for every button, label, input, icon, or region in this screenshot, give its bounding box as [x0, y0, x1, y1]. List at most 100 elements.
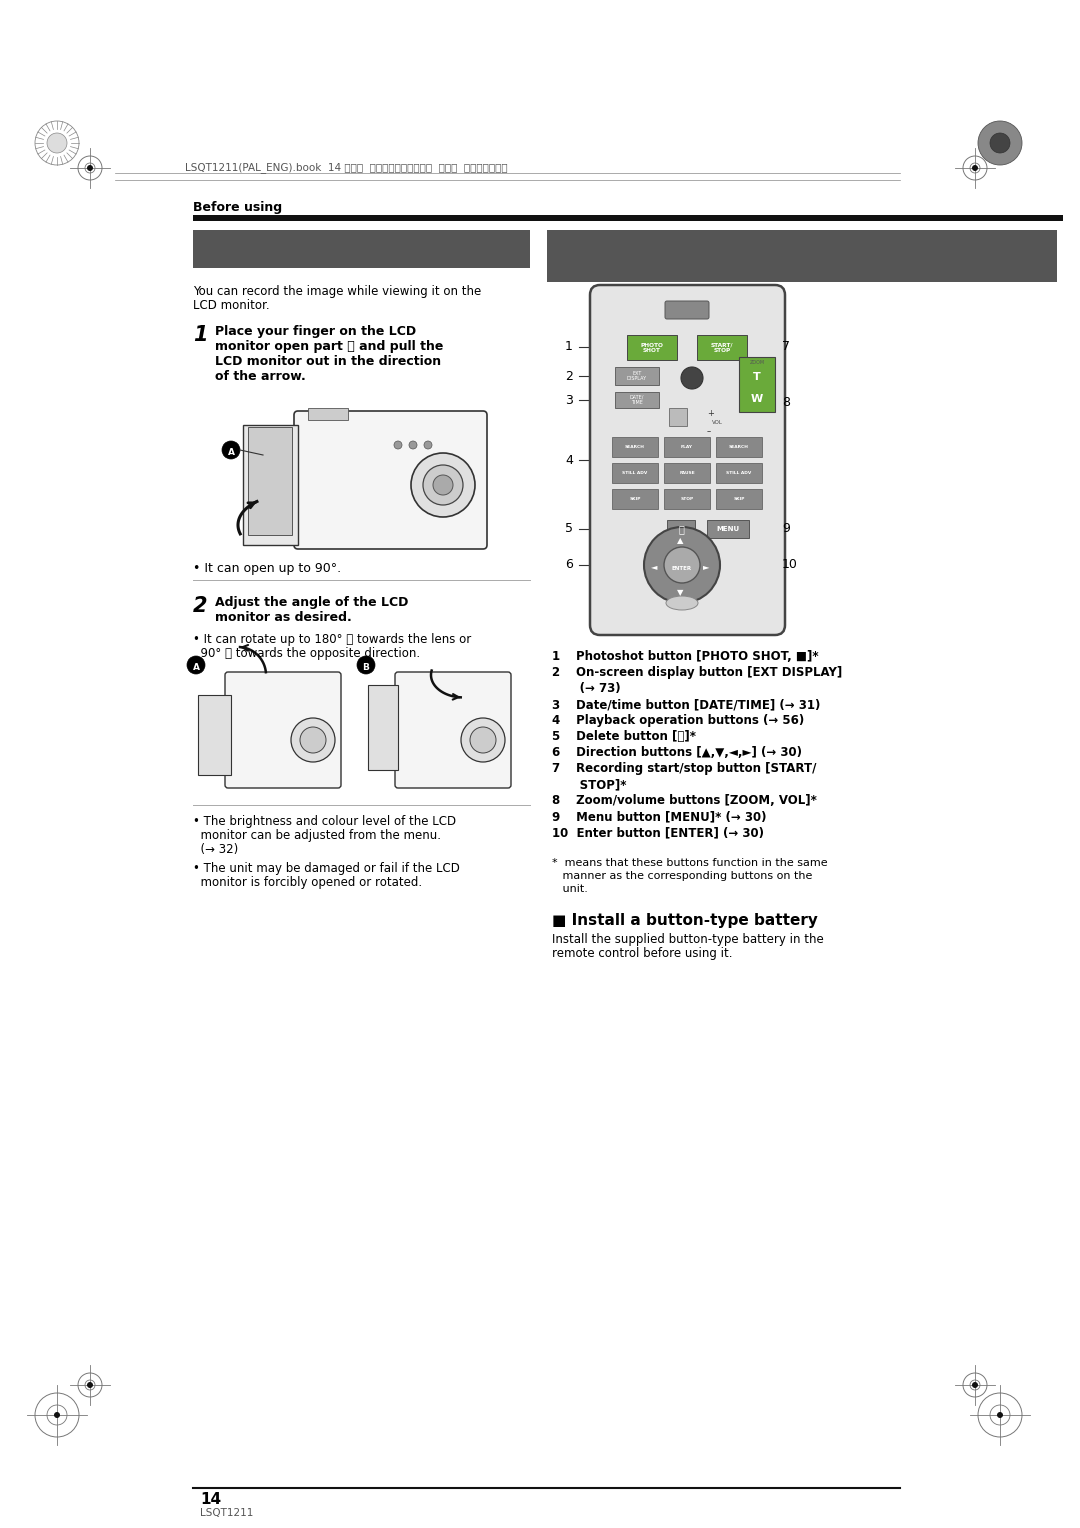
Polygon shape — [198, 695, 231, 775]
Text: 6  Direction buttons [▲,▼,◄,►] (→ 30): 6 Direction buttons [▲,▼,◄,►] (→ 30) — [552, 746, 802, 759]
Text: PHOTO
SHOT: PHOTO SHOT — [640, 342, 663, 353]
Text: 7  Recording start/stop button [START/: 7 Recording start/stop button [START/ — [552, 762, 816, 775]
Text: • It can rotate up to 180° Ⓐ towards the lens or: • It can rotate up to 180° Ⓐ towards the… — [193, 633, 471, 646]
Circle shape — [291, 718, 335, 762]
Circle shape — [423, 465, 463, 504]
Text: SEARCH: SEARCH — [625, 445, 645, 449]
Text: 10  Enter button [ENTER] (→ 30): 10 Enter button [ENTER] (→ 30) — [552, 827, 764, 839]
Text: LCD monitor out in the direction: LCD monitor out in the direction — [215, 354, 441, 368]
Text: monitor is forcibly opened or rotated.: monitor is forcibly opened or rotated. — [193, 876, 422, 889]
Bar — [612, 463, 658, 483]
Text: 3: 3 — [565, 394, 572, 406]
Text: 1: 1 — [565, 341, 572, 353]
Text: remote control before using it.: remote control before using it. — [552, 947, 732, 960]
Circle shape — [433, 475, 453, 495]
Bar — [669, 408, 687, 426]
Text: 4: 4 — [565, 454, 572, 466]
Text: monitor open part Ⓐ and pull the: monitor open part Ⓐ and pull the — [215, 341, 444, 353]
Bar — [739, 358, 775, 413]
Text: 1: 1 — [193, 325, 207, 345]
Text: STOP]*: STOP]* — [552, 778, 626, 792]
Text: +: + — [707, 408, 714, 417]
Text: unit.: unit. — [552, 885, 588, 894]
Circle shape — [187, 656, 205, 674]
Text: 3  Date/time button [DATE/TIME] (→ 31): 3 Date/time button [DATE/TIME] (→ 31) — [552, 698, 821, 711]
Text: SKIP: SKIP — [733, 497, 745, 501]
Text: START/
STOP: START/ STOP — [711, 342, 733, 353]
Text: 90° Ⓑ towards the opposite direction.: 90° Ⓑ towards the opposite direction. — [193, 646, 420, 660]
Text: 2: 2 — [193, 596, 207, 616]
Circle shape — [990, 133, 1010, 153]
Text: LSQT1211(PAL_ENG).book  14 ページ  ２００７年２月１３日  火曜日  午後１時１４分: LSQT1211(PAL_ENG).book 14 ページ ２００７年２月１３日… — [185, 162, 508, 174]
Bar — [193, 231, 530, 267]
Bar — [664, 489, 710, 509]
Circle shape — [644, 527, 720, 604]
Bar — [667, 520, 696, 538]
Bar — [716, 463, 762, 483]
Text: STILL ADV: STILL ADV — [622, 471, 648, 475]
Bar — [707, 520, 750, 538]
Circle shape — [222, 442, 240, 458]
Text: DATE/
TIME: DATE/ TIME — [630, 394, 644, 405]
Circle shape — [409, 442, 417, 449]
Text: *  means that these buttons function in the same: * means that these buttons function in t… — [552, 859, 827, 868]
Circle shape — [357, 656, 375, 674]
Text: Adjust the angle of the LCD: Adjust the angle of the LCD — [215, 596, 408, 610]
Text: MENU: MENU — [716, 526, 740, 532]
Text: A: A — [192, 663, 200, 672]
Text: ▲: ▲ — [677, 536, 684, 545]
Text: 山: 山 — [678, 524, 684, 533]
FancyBboxPatch shape — [294, 411, 487, 549]
Circle shape — [997, 1412, 1003, 1418]
Text: ENTER: ENTER — [672, 565, 692, 570]
Polygon shape — [243, 425, 298, 545]
Text: monitor can be adjusted from the menu.: monitor can be adjusted from the menu. — [193, 830, 441, 842]
Text: 5: 5 — [565, 523, 573, 535]
Circle shape — [87, 1381, 93, 1387]
FancyBboxPatch shape — [395, 672, 511, 788]
Text: 8  Zoom/volume buttons [ZOOM, VOL]*: 8 Zoom/volume buttons [ZOOM, VOL]* — [552, 795, 816, 807]
Text: • The brightness and colour level of the LCD: • The brightness and colour level of the… — [193, 814, 456, 828]
Text: –: – — [707, 428, 712, 437]
Polygon shape — [368, 685, 399, 770]
Text: ►: ► — [703, 562, 710, 571]
Text: 9  Menu button [MENU]* (→ 30): 9 Menu button [MENU]* (→ 30) — [552, 810, 767, 824]
Circle shape — [978, 121, 1022, 165]
Bar — [612, 437, 658, 457]
Bar — [697, 335, 747, 361]
Text: of the arrow.: of the arrow. — [215, 370, 306, 384]
Text: LSQT1211: LSQT1211 — [200, 1508, 254, 1517]
FancyBboxPatch shape — [590, 286, 785, 636]
Circle shape — [300, 727, 326, 753]
Text: W: W — [751, 394, 764, 403]
Text: (SDR-H250): (SDR-H250) — [557, 261, 672, 280]
Ellipse shape — [666, 596, 698, 610]
Text: Before using: Before using — [193, 202, 282, 214]
Text: (→ 32): (→ 32) — [193, 843, 239, 856]
Text: 5  Delete button [山]*: 5 Delete button [山]* — [552, 730, 696, 743]
Text: You can record the image while viewing it on the: You can record the image while viewing i… — [193, 286, 482, 298]
Text: • The unit may be damaged or fail if the LCD: • The unit may be damaged or fail if the… — [193, 862, 460, 876]
Text: VOL: VOL — [712, 420, 723, 425]
Circle shape — [54, 1412, 60, 1418]
Text: 4  Playback operation buttons (→ 56): 4 Playback operation buttons (→ 56) — [552, 714, 805, 727]
Text: manner as the corresponding buttons on the: manner as the corresponding buttons on t… — [552, 871, 812, 882]
Text: ◄: ◄ — [651, 562, 658, 571]
FancyBboxPatch shape — [225, 672, 341, 788]
Text: 10: 10 — [782, 559, 798, 571]
Text: 9: 9 — [782, 523, 789, 535]
Text: PAUSE: PAUSE — [679, 471, 694, 475]
Text: EXT
DISPLAY: EXT DISPLAY — [626, 371, 647, 380]
Circle shape — [461, 718, 505, 762]
Bar — [546, 231, 1057, 283]
Circle shape — [972, 165, 978, 171]
Bar — [248, 426, 292, 535]
Text: STILL ADV: STILL ADV — [727, 471, 752, 475]
Text: 7: 7 — [782, 341, 789, 353]
Text: A: A — [228, 448, 234, 457]
Text: Place your finger on the LCD: Place your finger on the LCD — [215, 325, 416, 338]
Circle shape — [664, 547, 700, 584]
Bar — [308, 408, 348, 420]
Circle shape — [48, 133, 67, 153]
Text: SEARCH: SEARCH — [729, 445, 748, 449]
